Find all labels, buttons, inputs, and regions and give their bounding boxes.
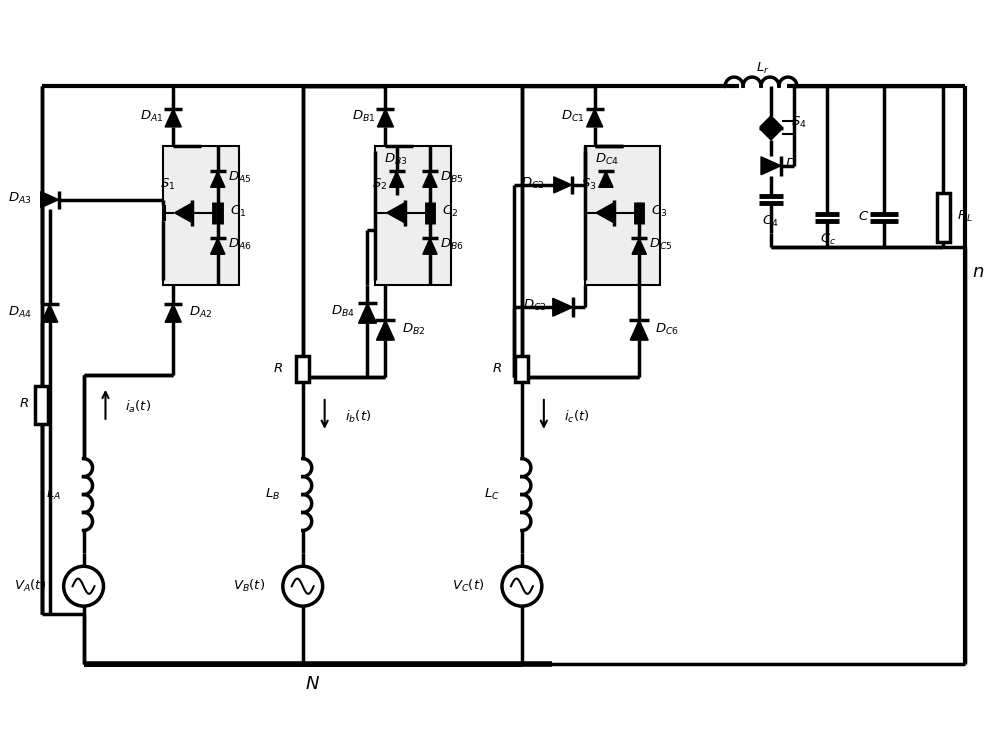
Text: $i_b(t)$: $i_b(t)$ (345, 409, 371, 425)
Text: $V_A(t)$: $V_A(t)$ (14, 578, 46, 595)
Text: $C_c$: $C_c$ (820, 232, 836, 247)
Polygon shape (599, 171, 613, 187)
Polygon shape (630, 320, 648, 340)
Polygon shape (387, 203, 405, 223)
Text: $i_c(t)$: $i_c(t)$ (564, 409, 589, 425)
Polygon shape (42, 304, 58, 322)
Bar (937, 193, 950, 243)
Bar (163, 146, 239, 285)
Text: $R$: $R$ (19, 397, 29, 410)
Polygon shape (596, 203, 614, 223)
Polygon shape (423, 171, 437, 187)
Text: $C$: $C$ (858, 210, 869, 223)
Text: $C_2$: $C_2$ (442, 204, 458, 220)
Polygon shape (554, 177, 572, 193)
Polygon shape (359, 303, 376, 323)
Bar (35, 386, 48, 424)
Polygon shape (165, 109, 181, 127)
Text: $V_B(t)$: $V_B(t)$ (233, 578, 265, 595)
Polygon shape (211, 238, 225, 254)
Polygon shape (553, 298, 573, 316)
Text: $S_4$: $S_4$ (791, 115, 807, 131)
Polygon shape (174, 203, 192, 223)
Polygon shape (761, 157, 781, 175)
Text: $D_{C4}$: $D_{C4}$ (595, 152, 619, 167)
Text: $R_L$: $R_L$ (957, 209, 973, 224)
Polygon shape (760, 116, 782, 127)
Text: $V_C(t)$: $V_C(t)$ (452, 578, 484, 595)
Text: $S_1$: $S_1$ (160, 177, 175, 193)
Text: $D_{A5}$: $D_{A5}$ (228, 170, 251, 185)
Text: $C_3$: $C_3$ (651, 204, 667, 220)
Text: $N$: $N$ (305, 675, 320, 692)
Text: $D_{A6}$: $D_{A6}$ (228, 237, 252, 252)
Bar (585, 146, 660, 285)
Text: $R$: $R$ (273, 362, 283, 374)
Text: $D_{C1}$: $D_{C1}$ (561, 108, 585, 123)
Text: $C_1$: $C_1$ (230, 204, 246, 220)
Polygon shape (423, 238, 437, 254)
Text: $D_{C5}$: $D_{C5}$ (649, 237, 673, 252)
Bar (296, 356, 309, 382)
Text: $D_{C6}$: $D_{C6}$ (655, 322, 679, 337)
Text: $S_3$: $S_3$ (581, 177, 596, 193)
Bar (515, 356, 528, 382)
Text: $D_{C3}$: $D_{C3}$ (523, 298, 547, 313)
Polygon shape (760, 129, 782, 140)
Text: $D_{B4}$: $D_{B4}$ (331, 304, 355, 319)
Text: $L_r$: $L_r$ (756, 61, 770, 75)
Polygon shape (165, 304, 181, 322)
Polygon shape (587, 109, 603, 127)
Text: $L_B$: $L_B$ (265, 487, 280, 502)
Polygon shape (376, 320, 394, 340)
Text: $D_{A2}$: $D_{A2}$ (189, 305, 213, 320)
Text: $D_{B2}$: $D_{B2}$ (402, 322, 425, 337)
Text: $D_{A3}$: $D_{A3}$ (8, 191, 32, 206)
Text: $D_{A1}$: $D_{A1}$ (140, 108, 163, 123)
Text: $S_2$: $S_2$ (372, 177, 387, 193)
Text: $D_{C2}$: $D_{C2}$ (521, 176, 545, 191)
Polygon shape (389, 171, 404, 187)
Polygon shape (41, 191, 59, 208)
Text: $L_C$: $L_C$ (484, 487, 500, 502)
Text: $D_{A4}$: $D_{A4}$ (8, 305, 32, 320)
Text: $D_{B1}$: $D_{B1}$ (352, 108, 375, 123)
Polygon shape (377, 109, 393, 127)
Text: $i_a(t)$: $i_a(t)$ (125, 399, 151, 415)
Text: $D_{B5}$: $D_{B5}$ (440, 170, 464, 185)
Polygon shape (632, 238, 646, 254)
Text: $n$: $n$ (972, 264, 984, 282)
Polygon shape (211, 171, 225, 187)
Text: $D$: $D$ (785, 158, 797, 170)
Bar (375, 146, 451, 285)
Text: $L_A$: $L_A$ (46, 487, 61, 502)
Text: $D_{B6}$: $D_{B6}$ (440, 237, 464, 252)
Text: $D_{B3}$: $D_{B3}$ (384, 152, 408, 167)
Text: $R$: $R$ (492, 362, 502, 374)
Text: $C_4$: $C_4$ (762, 214, 778, 229)
